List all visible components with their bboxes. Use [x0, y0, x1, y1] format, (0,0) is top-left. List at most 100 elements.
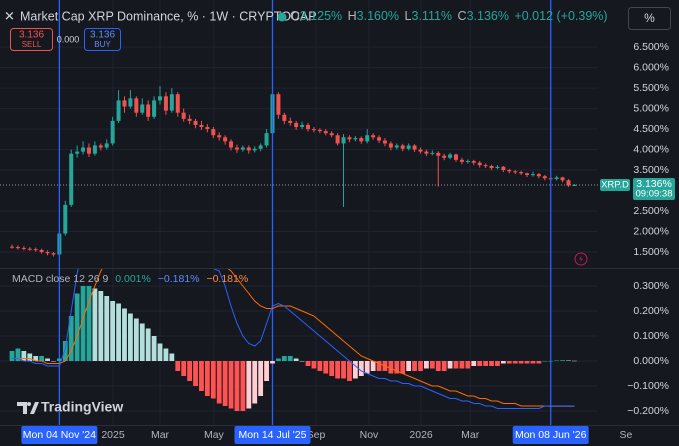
- candle-body: [86, 147, 91, 154]
- y-tick-label: 6.000%: [633, 61, 669, 73]
- histogram-bar: [86, 286, 92, 361]
- change: +0.012 (+0.39%): [514, 9, 607, 23]
- histogram-bar: [453, 361, 459, 369]
- histogram-bar: [9, 351, 15, 361]
- candle-body: [122, 100, 127, 107]
- ohlc-value: 3.111%: [412, 9, 453, 23]
- candle-body: [418, 149, 423, 152]
- histogram-bar: [317, 361, 323, 371]
- y-tick-label: 0.200%: [633, 305, 669, 317]
- candle-body: [465, 161, 470, 163]
- candle-body: [341, 137, 346, 144]
- candle-body: [365, 135, 370, 142]
- candle-body: [382, 140, 387, 144]
- histogram-bar: [571, 360, 577, 362]
- histogram-bar: [370, 361, 376, 371]
- candle-body: [282, 114, 287, 121]
- candle-body: [264, 133, 269, 146]
- sell-button[interactable]: [10, 28, 53, 51]
- candle-body: [317, 129, 322, 132]
- macd-title: MACD close 12 26 9 0.001% −0.181% −0.181…: [12, 273, 248, 285]
- ohlc-key: C: [458, 9, 467, 23]
- candle-body: [560, 177, 565, 181]
- histogram-bar: [246, 361, 252, 409]
- histogram-bar: [222, 361, 228, 406]
- histogram-bar: [193, 361, 198, 386]
- histogram-bar: [394, 361, 400, 374]
- histogram-bar: [358, 361, 364, 376]
- buy-price[interactable]: 3.136: [90, 30, 115, 41]
- y-tick-label: 4.000%: [633, 143, 669, 155]
- candle-body: [442, 155, 447, 158]
- countdown: 09:09:38: [636, 188, 673, 199]
- macd-line: [12, 269, 575, 409]
- candle-body: [501, 166, 506, 171]
- candle-body: [240, 147, 245, 150]
- histogram-bar: [252, 361, 258, 404]
- histogram-bar: [305, 361, 311, 366]
- sell-price[interactable]: 3.136: [19, 30, 44, 41]
- candle-body: [300, 124, 305, 128]
- candle-body: [181, 112, 186, 119]
- scale-button[interactable]: [628, 7, 671, 30]
- y-tick-label: −0.200%: [627, 405, 669, 417]
- histogram-bar: [293, 358, 299, 361]
- alert-icon-bolt: [579, 255, 583, 263]
- close-icon[interactable]: ✕: [4, 8, 15, 23]
- ohlc-key: L: [405, 9, 412, 23]
- histogram-bar: [62, 341, 68, 361]
- buy-button[interactable]: [84, 28, 121, 51]
- alert-icon[interactable]: [574, 252, 588, 266]
- candle-body: [477, 162, 482, 166]
- candle-body: [412, 145, 417, 150]
- candle-body: [424, 151, 429, 154]
- candle-body: [158, 96, 163, 101]
- histogram-bar: [554, 360, 560, 361]
- candle-body: [205, 127, 210, 130]
- histogram-bar: [258, 361, 264, 396]
- scale-button-label[interactable]: %: [644, 11, 655, 25]
- histogram-bar: [347, 361, 352, 381]
- candle-body: [175, 94, 180, 113]
- candle-body: [495, 166, 500, 169]
- x-tick-label: Mar: [151, 429, 170, 441]
- histogram-bar: [518, 361, 524, 364]
- ohlc-legend: O3.125% H3.160% L3.111% C3.136% +0.012 (…: [290, 9, 608, 23]
- candle-body: [258, 145, 263, 149]
- histogram-bar: [465, 361, 471, 369]
- ohlc-value: 3.160%: [357, 9, 399, 23]
- histogram-bar: [151, 336, 157, 361]
- histogram-bar: [435, 361, 441, 371]
- histogram-bar: [264, 361, 269, 381]
- candle-body: [536, 174, 541, 177]
- histogram-bar: [489, 361, 494, 366]
- histogram-bar: [228, 361, 234, 409]
- y-tick-label: 2.000%: [633, 225, 669, 237]
- x-tick-label: 2025: [101, 429, 125, 441]
- sell-label[interactable]: SELL: [22, 40, 42, 49]
- histogram-bar: [80, 286, 86, 361]
- candle-body: [459, 159, 464, 162]
- candle-body: [489, 165, 494, 169]
- candle-body: [371, 135, 376, 138]
- candle-body: [519, 172, 524, 174]
- spread: 0.000: [57, 34, 80, 44]
- signal-value: −0.181%: [206, 273, 248, 285]
- histogram-bar: [169, 353, 175, 361]
- y-tick-label: 0.300%: [633, 280, 669, 292]
- candle-body: [288, 120, 293, 123]
- histogram-bar: [199, 361, 204, 391]
- candle-body: [513, 171, 518, 173]
- candle-body: [530, 174, 535, 176]
- candle-body: [223, 137, 228, 142]
- histogram-bar: [56, 358, 62, 361]
- histogram-bar: [68, 316, 74, 361]
- candle-body: [229, 141, 234, 148]
- candle-body: [110, 120, 115, 144]
- candle-body: [134, 98, 139, 113]
- histogram-bar: [216, 361, 222, 404]
- buy-label[interactable]: BUY: [94, 40, 111, 49]
- histogram-bar: [483, 361, 489, 366]
- histogram-bar: [429, 361, 435, 369]
